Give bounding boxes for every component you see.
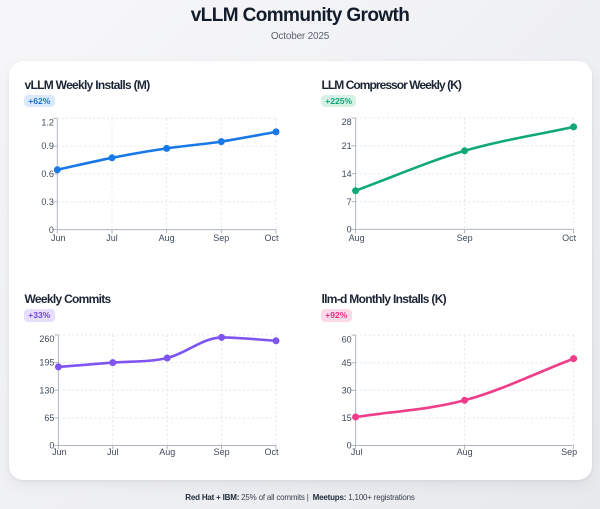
svg-text:0: 0 [49, 225, 54, 235]
svg-text:Jul: Jul [107, 447, 119, 457]
svg-text:Jun: Jun [52, 447, 67, 457]
svg-text:Aug: Aug [159, 233, 175, 243]
svg-text:Oct: Oct [264, 447, 279, 457]
svg-text:21: 21 [342, 141, 352, 151]
svg-text:Aug: Aug [349, 233, 365, 243]
svg-text:130: 130 [39, 385, 54, 395]
svg-text:260: 260 [39, 334, 54, 344]
svg-text:45: 45 [342, 358, 352, 368]
svg-text:Jun: Jun [51, 233, 66, 243]
svg-text:1.2: 1.2 [41, 117, 54, 127]
svg-text:Sep: Sep [561, 447, 577, 457]
svg-text:Sep: Sep [214, 447, 230, 457]
svg-text:0: 0 [347, 441, 352, 451]
svg-text:7: 7 [347, 197, 352, 207]
svg-text:14: 14 [342, 169, 352, 179]
svg-text:Sep: Sep [213, 233, 229, 243]
svg-text:Aug: Aug [159, 447, 175, 457]
svg-text:0.6: 0.6 [41, 169, 54, 179]
svg-text:15: 15 [342, 413, 352, 423]
svg-text:195: 195 [39, 358, 54, 368]
svg-text:60: 60 [342, 334, 352, 344]
svg-text:Aug: Aug [457, 447, 473, 457]
svg-text:65: 65 [44, 413, 54, 423]
svg-text:0: 0 [49, 441, 54, 451]
svg-text:28: 28 [342, 117, 352, 127]
svg-text:0.9: 0.9 [41, 141, 54, 151]
svg-text:Oct: Oct [264, 233, 279, 243]
svg-text:0.3: 0.3 [41, 197, 54, 207]
svg-text:0: 0 [347, 225, 352, 235]
svg-text:30: 30 [342, 386, 352, 396]
svg-text:Jul: Jul [106, 233, 118, 243]
svg-text:Jul: Jul [351, 447, 363, 457]
svg-text:Sep: Sep [457, 233, 473, 243]
svg-text:Oct: Oct [562, 233, 577, 243]
